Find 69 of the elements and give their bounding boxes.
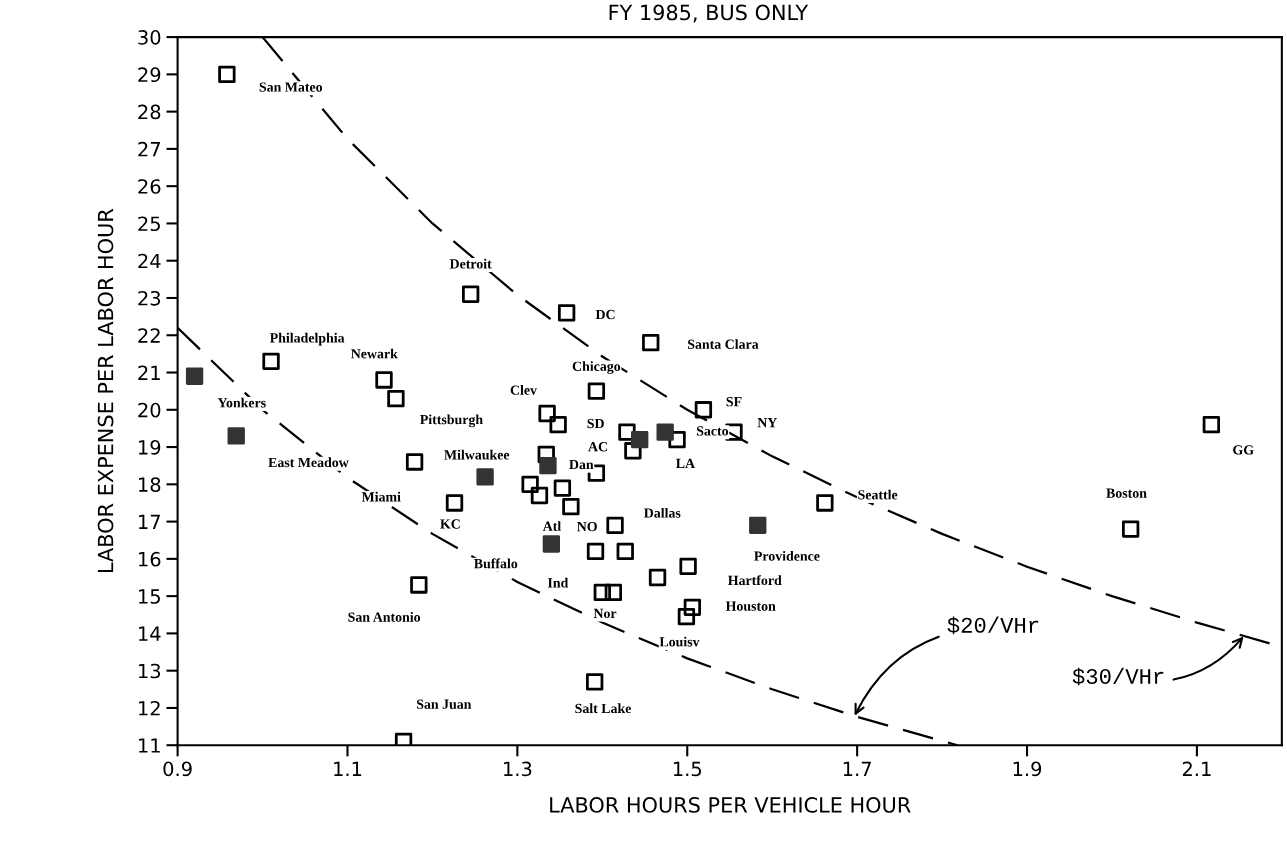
annotation: KC	[440, 519, 460, 529]
annotation: Yonkers	[217, 397, 266, 408]
annotation: East Meadow	[268, 457, 349, 468]
y-tick-label: 14	[139, 626, 161, 641]
y-tick-label: 29	[138, 67, 161, 83]
annotation: Newark	[351, 348, 398, 359]
annotation: $30/VHr	[1072, 667, 1164, 686]
annotation: DC	[595, 309, 615, 320]
y-tick-label: 22	[138, 328, 160, 343]
y-tick-label: 20	[138, 402, 161, 418]
annotation: NY	[757, 418, 778, 428]
chart-title: FY 1985, BUS ONLY	[609, 4, 809, 23]
y-tick-label: 19	[139, 440, 161, 455]
x-tick-label: 1.9	[1013, 761, 1042, 777]
annotation: Detroit	[449, 258, 492, 269]
y-tick-label: 27	[138, 141, 160, 157]
annotation: Milwaukee	[444, 449, 510, 460]
annotation: NO	[577, 521, 597, 532]
annotation: GG	[1233, 445, 1254, 455]
annotation: Santa Clara	[688, 339, 759, 349]
y-tick-label: 26	[138, 179, 161, 194]
annotation: San Antonio	[348, 611, 421, 622]
annotation: $20/VHr	[947, 616, 1039, 635]
y-tick-label: 16	[139, 551, 161, 567]
annotation: Hartford	[728, 575, 782, 586]
x-tick-label: 1.7	[843, 761, 871, 776]
annotation: Miami	[361, 491, 401, 502]
x-axis-title: LABOR HOURS PER VEHICLE HOUR	[550, 797, 911, 813]
y-tick-label: 23	[138, 290, 161, 306]
x-tick-label: 1.1	[334, 761, 362, 776]
y-tick-label: 11	[139, 738, 160, 753]
y-tick-label: 15	[139, 589, 160, 604]
annotation: Boston	[1106, 488, 1147, 498]
x-tick-label: 1.3	[504, 761, 532, 777]
y-tick-label: 17	[139, 514, 160, 529]
annotation: San Mateo	[259, 82, 323, 92]
annotation: SD	[587, 418, 604, 429]
annotation: Louisv	[659, 636, 700, 647]
annotation: Houston	[725, 601, 776, 611]
x-tick-label: 1.5	[673, 761, 702, 777]
annotation: San Juan	[416, 699, 472, 709]
annotation: Nor	[593, 608, 617, 619]
annotation: Dan	[569, 459, 594, 470]
y-tick-label: 18	[139, 477, 161, 492]
annotation: Ind	[547, 577, 569, 588]
annotation: Salt Lake	[575, 703, 632, 714]
annotation: Chicago	[572, 361, 621, 374]
annotation: Sacto	[696, 426, 729, 436]
y-tick-label: 12	[139, 700, 160, 716]
annotation: Philadelphia	[269, 332, 345, 346]
annotation: Providence	[754, 550, 820, 561]
y-tick-label: 13	[139, 663, 161, 679]
x-tick-label: 0.9	[163, 761, 192, 777]
annotation: LA	[675, 458, 695, 468]
annotation: Clev	[510, 384, 537, 395]
annotation: Seattle	[858, 489, 898, 500]
y-tick-label: 24	[138, 253, 161, 269]
y-tick-label: 28	[138, 104, 161, 120]
y-tick-label: 25	[138, 216, 160, 232]
annotation: AC	[588, 442, 607, 452]
y-axis-title: LABOR EXPENSE PER LABOR HOUR	[97, 208, 114, 573]
annotation: Pittsburgh	[420, 414, 483, 428]
annotation: Dallas	[644, 507, 681, 518]
x-tick-label: 2.1	[1182, 761, 1211, 776]
annotation: Atl	[542, 521, 561, 531]
annotation: SF	[726, 396, 742, 407]
y-tick-label: 21	[138, 365, 160, 380]
annotation: Buffalo	[474, 558, 518, 569]
y-tick-label: 30	[138, 30, 161, 45]
